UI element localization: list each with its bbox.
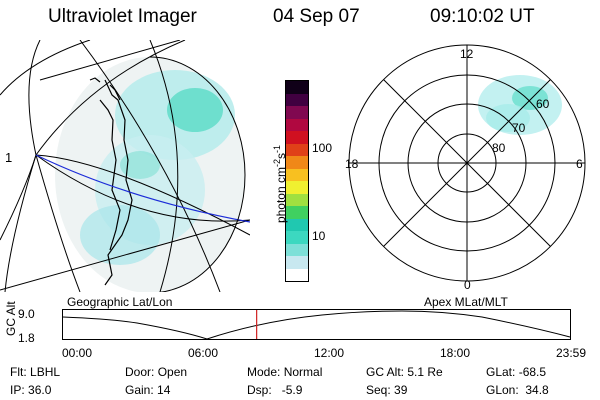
- color-bar-swatch: [286, 231, 308, 244]
- mlt-label-6: 6: [576, 157, 583, 171]
- emission-patch: [80, 205, 160, 265]
- app-title: Ultraviolet Imager: [48, 6, 197, 27]
- time-tick-0600: 06:00: [188, 346, 219, 360]
- time-tick-1800: 18:00: [440, 346, 471, 360]
- time-tick-0000: 00:00: [62, 346, 93, 360]
- color-bar-swatch: [286, 168, 308, 181]
- polar-emission: [478, 75, 562, 135]
- graticule: [0, 40, 250, 292]
- color-bar-units-label: photon cm-2s-1: [272, 144, 288, 224]
- color-bar-swatch: [286, 156, 308, 169]
- color-bar-swatch: [286, 93, 308, 106]
- ip-info: IP: 36.0: [10, 383, 52, 397]
- sequence-info: Seq: 39: [366, 383, 408, 397]
- mlat-label-70: 70: [512, 121, 526, 135]
- color-bar-swatch: [286, 81, 308, 94]
- polar-panel-label: Apex MLat/MLT: [424, 295, 508, 309]
- satellite-track: [35, 154, 250, 223]
- mlt-label-18: 18: [345, 157, 359, 171]
- observation-time: 09:10:02 UT: [430, 6, 535, 27]
- mlat-label-80: 80: [492, 141, 506, 155]
- polar-grid: [348, 44, 586, 282]
- door-info: Door: Open: [125, 365, 188, 379]
- observation-date: 04 Sep 07: [273, 6, 360, 27]
- color-bar-swatch: [286, 106, 308, 119]
- dsp-info: Dsp: -5.9: [247, 383, 303, 397]
- altitude-tick-1.8: 1.8: [18, 331, 35, 345]
- altitude-curve: [62, 310, 571, 340]
- limb-outline: [149, 56, 246, 292]
- color-bar-swatch: [286, 193, 308, 206]
- time-tick-2359: 23:59: [556, 346, 587, 360]
- polar-plot: [348, 44, 586, 282]
- color-bar-swatch: [286, 143, 308, 156]
- mlt-label-0: 0: [464, 278, 471, 292]
- color-bar: [285, 80, 309, 282]
- plot-frame: [62, 309, 571, 340]
- gc-altitude-info: GC Alt: 5.1 Re: [366, 365, 443, 379]
- altitude-axis-label: GC Alt: [4, 301, 18, 336]
- color-bar-swatch: [286, 118, 308, 131]
- color-bar-tick-10: 10: [312, 229, 326, 243]
- geo-panel-label: Geographic Lat/Lon: [67, 295, 173, 309]
- glon-info: GLon: 34.8: [486, 383, 549, 397]
- geographic-map-panel: [0, 40, 250, 292]
- mlt-label-12: 12: [460, 47, 474, 61]
- emission-patch: [120, 151, 160, 179]
- emission-core: [167, 88, 223, 132]
- altitude-tick-9: 9.0: [18, 307, 35, 321]
- filter-info: Flt: LBHL: [10, 365, 61, 379]
- color-bar-tick-100: 100: [312, 141, 333, 155]
- coastline: [89, 77, 133, 286]
- time-tick-1200: 12:00: [314, 346, 345, 360]
- color-bar-swatch: [286, 243, 308, 256]
- gain-info: Gain: 14: [125, 383, 171, 397]
- altitude-time-plot: [62, 309, 571, 340]
- color-bar-swatch: [286, 206, 308, 219]
- mlat-label-60: 60: [536, 97, 550, 111]
- glat-info: GLat: -68.5: [486, 365, 547, 379]
- color-bar-swatch: [286, 256, 308, 269]
- color-bar-swatch: [286, 268, 308, 281]
- color-bar-swatch: [286, 181, 308, 194]
- color-bar-swatch: [286, 218, 308, 231]
- edge-marker: 1: [5, 150, 13, 165]
- color-bar-swatch: [286, 131, 308, 144]
- mode-info: Mode: Normal: [247, 365, 323, 379]
